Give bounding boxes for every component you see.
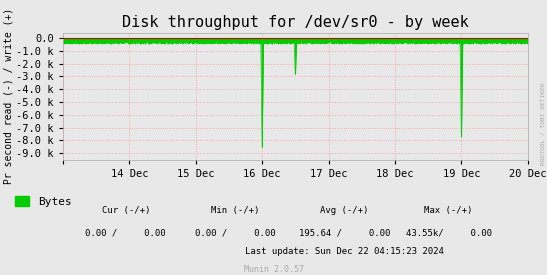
Text: 43.55k/     0.00: 43.55k/ 0.00 (405, 228, 492, 237)
Text: 0.00 /     0.00: 0.00 / 0.00 (85, 228, 166, 237)
Text: 0.00 /     0.00: 0.00 / 0.00 (195, 228, 276, 237)
Text: 195.64 /     0.00: 195.64 / 0.00 (299, 228, 391, 237)
Text: Min (-/+): Min (-/+) (211, 206, 259, 215)
Text: Munin 2.0.57: Munin 2.0.57 (243, 265, 304, 274)
Text: Cur (-/+): Cur (-/+) (102, 206, 150, 215)
Text: Avg (-/+): Avg (-/+) (321, 206, 369, 215)
Y-axis label: Pr second read (-) / write (+): Pr second read (-) / write (+) (4, 8, 14, 184)
Text: Last update: Sun Dec 22 04:15:23 2024: Last update: Sun Dec 22 04:15:23 2024 (245, 248, 444, 256)
Text: RRDTOOL / TOBI OETIKER: RRDTOOL / TOBI OETIKER (541, 82, 546, 165)
Legend: Bytes: Bytes (11, 192, 76, 212)
Text: Max (-/+): Max (-/+) (424, 206, 473, 215)
Title: Disk throughput for /dev/sr0 - by week: Disk throughput for /dev/sr0 - by week (122, 15, 469, 31)
